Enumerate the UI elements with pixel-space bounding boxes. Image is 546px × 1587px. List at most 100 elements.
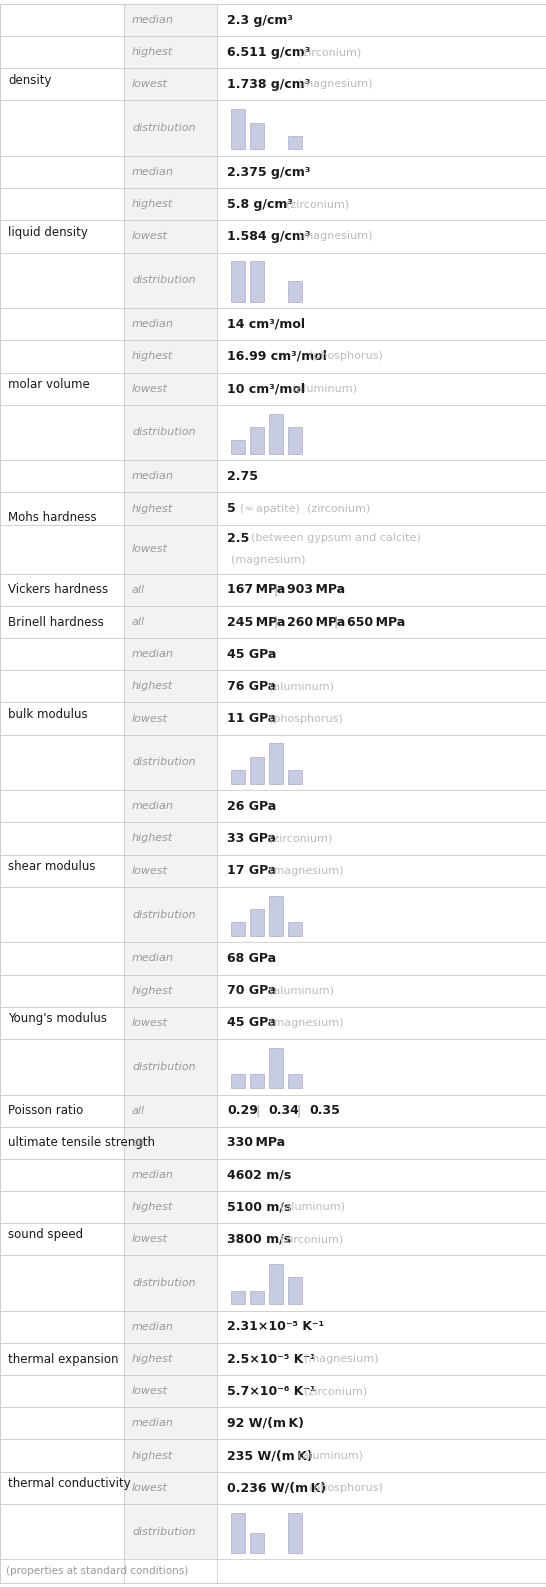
- Bar: [250, 1533, 264, 1552]
- Text: 2.3 g/cm³: 2.3 g/cm³: [227, 14, 293, 27]
- Text: median: median: [132, 1419, 174, 1428]
- Bar: [217, 189, 546, 221]
- Bar: [124, 822, 217, 854]
- Bar: [0, 1408, 124, 1560]
- Bar: [124, 1224, 217, 1255]
- Text: 235 W/(m K): 235 W/(m K): [227, 1449, 313, 1462]
- Bar: [124, 790, 217, 822]
- Bar: [124, 373, 217, 405]
- Bar: [124, 1504, 217, 1560]
- Text: median: median: [132, 1170, 174, 1179]
- Bar: [217, 822, 546, 854]
- Text: lowest: lowest: [132, 1235, 168, 1244]
- Text: (phosphorus): (phosphorus): [262, 714, 342, 724]
- Bar: [124, 670, 217, 703]
- Bar: [217, 1159, 546, 1190]
- Bar: [217, 252, 546, 308]
- Text: 17 GPa: 17 GPa: [227, 865, 276, 878]
- Bar: [217, 156, 546, 189]
- Bar: [124, 525, 217, 574]
- Text: highest: highest: [132, 1354, 173, 1365]
- Bar: [0, 460, 124, 574]
- Bar: [217, 1343, 546, 1376]
- Text: 0.34: 0.34: [268, 1105, 299, 1117]
- Bar: [124, 189, 217, 221]
- Text: highest: highest: [132, 200, 173, 209]
- Text: median: median: [132, 14, 174, 25]
- Text: (between gypsum and calcite): (between gypsum and calcite): [245, 533, 421, 543]
- Bar: [124, 1006, 217, 1039]
- Text: |: |: [270, 616, 283, 628]
- Bar: [250, 427, 264, 454]
- Bar: [231, 922, 245, 936]
- Bar: [269, 1047, 283, 1087]
- Bar: [269, 743, 283, 784]
- Bar: [0, 1311, 124, 1408]
- Bar: [124, 1190, 217, 1224]
- Text: lowest: lowest: [132, 232, 168, 241]
- Bar: [250, 757, 264, 784]
- Bar: [217, 492, 546, 525]
- Bar: [0, 606, 124, 638]
- Bar: [288, 1074, 302, 1087]
- Bar: [231, 770, 245, 784]
- Bar: [217, 943, 546, 974]
- Text: Vickers hardness: Vickers hardness: [8, 584, 108, 597]
- Text: 3800 m/s: 3800 m/s: [227, 1233, 291, 1246]
- Bar: [0, 1095, 124, 1127]
- Bar: [217, 1408, 546, 1439]
- Text: 14 cm³/mol: 14 cm³/mol: [227, 317, 305, 330]
- Bar: [217, 1439, 546, 1471]
- Text: lowest: lowest: [132, 79, 168, 89]
- Bar: [231, 110, 245, 149]
- Text: density: density: [8, 73, 51, 87]
- Text: bulk modulus: bulk modulus: [8, 708, 87, 720]
- Bar: [231, 1290, 245, 1305]
- Text: (zirconium): (zirconium): [300, 503, 370, 514]
- Text: lowest: lowest: [132, 384, 168, 394]
- Bar: [288, 770, 302, 784]
- Bar: [217, 606, 546, 638]
- Bar: [217, 1006, 546, 1039]
- Text: (≈ apatite): (≈ apatite): [233, 503, 300, 514]
- Bar: [217, 1255, 546, 1311]
- Bar: [0, 308, 124, 460]
- Bar: [217, 854, 546, 887]
- Bar: [250, 122, 264, 149]
- Bar: [124, 1471, 217, 1504]
- Text: molar volume: molar volume: [8, 378, 90, 390]
- Bar: [217, 1127, 546, 1159]
- Text: 76 GPa: 76 GPa: [227, 679, 276, 694]
- Bar: [124, 492, 217, 525]
- Text: median: median: [132, 649, 174, 659]
- Text: 5: 5: [227, 501, 236, 516]
- Bar: [124, 252, 217, 308]
- Text: (aluminum): (aluminum): [291, 1451, 363, 1460]
- Bar: [124, 340, 217, 373]
- Bar: [217, 974, 546, 1006]
- Bar: [124, 405, 217, 460]
- Bar: [0, 5, 124, 156]
- Bar: [124, 1408, 217, 1439]
- Text: highest: highest: [132, 833, 173, 844]
- Bar: [0, 790, 124, 943]
- Bar: [217, 735, 546, 790]
- Text: (magnesium): (magnesium): [262, 865, 343, 876]
- Bar: [217, 1190, 546, 1224]
- Text: liquid density: liquid density: [8, 225, 88, 238]
- Bar: [288, 1512, 302, 1552]
- Bar: [217, 703, 546, 735]
- Text: 0.35: 0.35: [310, 1105, 341, 1117]
- Text: 0.236 W/(m K): 0.236 W/(m K): [227, 1481, 326, 1493]
- Bar: [269, 895, 283, 936]
- Text: 45 GPa: 45 GPa: [227, 1016, 276, 1030]
- Text: all: all: [132, 586, 145, 595]
- Bar: [217, 887, 546, 943]
- Bar: [288, 136, 302, 149]
- Text: (phosphorus): (phosphorus): [302, 1482, 383, 1493]
- Text: 1.738 g/cm³: 1.738 g/cm³: [227, 78, 310, 90]
- Bar: [217, 525, 546, 574]
- Text: Young's modulus: Young's modulus: [8, 1013, 107, 1025]
- Bar: [124, 854, 217, 887]
- Bar: [124, 308, 217, 340]
